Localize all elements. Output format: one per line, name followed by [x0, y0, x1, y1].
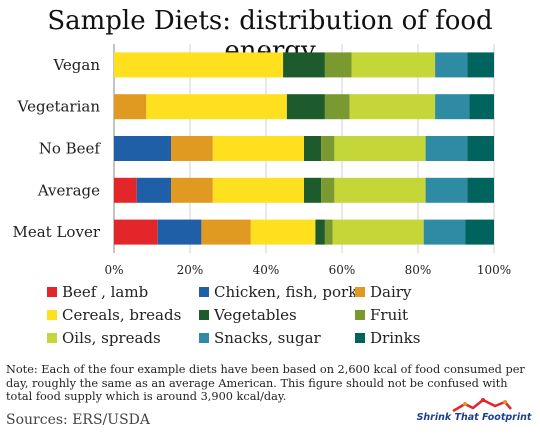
x-tick-label: 0%: [104, 263, 123, 277]
brand-logo: Shrink That Footprint: [413, 396, 535, 432]
bar-segment: [315, 219, 325, 245]
y-tick-label: Average: [37, 181, 100, 199]
bars: [114, 52, 494, 245]
x-tick-label: 20%: [177, 263, 204, 277]
bar-segment: [114, 52, 284, 78]
chart-title: Sample Diets: distribution of food energ…: [47, 6, 493, 66]
bar-segment: [334, 177, 426, 203]
legend-label: Drinks: [370, 329, 420, 347]
bar-segment: [114, 94, 147, 120]
x-tick-label: 40%: [253, 263, 280, 277]
bar-segment: [283, 52, 325, 78]
bar-segment: [321, 136, 335, 161]
legend-label: Chicken, fish, pork: [214, 283, 358, 301]
bar-segment: [171, 136, 213, 161]
legend-label: Oils, spreads: [62, 329, 161, 347]
y-tick-labels: Vegan Vegetarian No Beef Average Meat Lover: [13, 56, 102, 241]
x-tick-label: 60%: [329, 263, 356, 277]
legend-swatch: [355, 287, 365, 297]
bar-segment: [114, 136, 171, 161]
legend-label: Snacks, sugar: [214, 329, 322, 347]
legend-swatch: [355, 333, 365, 343]
bar-segment: [146, 94, 287, 120]
legend-label: Vegetables: [213, 306, 297, 324]
bar-segment: [465, 219, 494, 245]
legend-label: Beef , lamb: [62, 283, 148, 301]
legend-swatch: [199, 310, 209, 320]
bar-segment: [304, 177, 322, 203]
bar-segment: [171, 177, 213, 203]
bar-segment: [212, 177, 304, 203]
bar-segment: [114, 219, 158, 245]
bar-segment: [212, 136, 304, 161]
bar-segment: [435, 94, 470, 120]
bar-segment: [250, 219, 316, 245]
bar-segment: [324, 219, 333, 245]
legend-swatch: [47, 310, 57, 320]
legend-label: Cereals, breads: [62, 306, 181, 324]
bar-segment: [467, 136, 494, 161]
legend-swatch: [47, 287, 57, 297]
bar-segment: [114, 177, 137, 203]
bar-segment: [423, 219, 466, 245]
legend-swatch: [199, 287, 209, 297]
y-tick-label: No Beef: [39, 140, 102, 158]
legend-swatch: [355, 310, 365, 320]
footnote: Note: Each of the four example diets hav…: [6, 363, 525, 403]
bar-segment: [425, 136, 468, 161]
bar-segment: [425, 177, 468, 203]
bar-segment: [469, 94, 494, 120]
legend-label: Dairy: [370, 283, 412, 301]
bar-segment: [201, 219, 251, 245]
legend-label: Fruit: [370, 306, 408, 324]
x-tick-label: 100%: [477, 263, 511, 277]
legend: Beef , lamb Chicken, fish, pork Dairy Cerea…: [47, 283, 420, 347]
bar-segment: [467, 177, 494, 203]
x-tick-labels: 0% 20% 40% 60% 80% 100%: [104, 263, 511, 277]
bar-segment: [157, 219, 202, 245]
bar-segment: [467, 52, 494, 78]
footprint-logo-icon: [452, 398, 512, 413]
bar-segment: [334, 136, 426, 161]
bar-segment: [324, 52, 352, 78]
bar-segment: [321, 177, 335, 203]
bar-segment: [349, 94, 436, 120]
bar-segment: [435, 52, 468, 78]
legend-swatch: [47, 333, 57, 343]
bar-segment: [324, 94, 350, 120]
sources-label: Sources: ERS/USDA: [6, 412, 150, 428]
logo-text: Shrink That Footprint: [416, 412, 532, 423]
bar-segment: [286, 94, 325, 120]
legend-swatch: [199, 333, 209, 343]
x-tick-label: 80%: [405, 263, 432, 277]
y-tick-label: Meat Lover: [13, 223, 101, 241]
y-tick-label: Vegan: [52, 56, 100, 74]
bar-segment: [351, 52, 436, 78]
bar-segment: [136, 177, 171, 203]
bar-segment: [304, 136, 322, 161]
y-tick-label: Vegetarian: [17, 98, 101, 116]
bar-segment: [332, 219, 424, 245]
